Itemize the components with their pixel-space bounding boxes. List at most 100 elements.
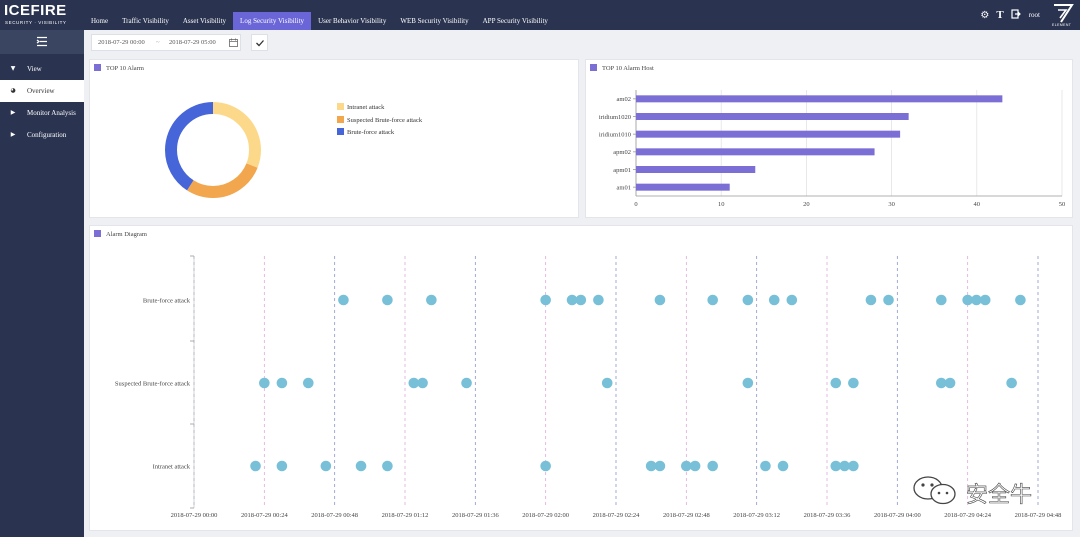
header-actions: ⚙ T root ELEMENT (973, 2, 1076, 28)
tab-traffic-visibility[interactable]: Traffic Visibility (122, 17, 169, 25)
user-name[interactable]: root (1028, 11, 1040, 19)
legend-item[interactable]: Suspected Brute-force attack (337, 115, 422, 129)
scatter-chart: 2018-07-29 00:00 2018-07-29 00:24 2018-07-… (115, 255, 1062, 519)
y-tick-label: am02 (617, 96, 631, 103)
x-tick-label: 2018-07-29 02:24 (593, 512, 641, 519)
alarm-point[interactable] (760, 460, 771, 472)
alarm-point[interactable] (830, 460, 842, 472)
alarm-point[interactable] (883, 294, 894, 306)
alarm-point[interactable] (426, 294, 437, 306)
alarm-point[interactable] (681, 460, 692, 472)
apply-button[interactable] (251, 34, 268, 51)
logout-icon[interactable] (1011, 8, 1021, 22)
x-tick-label: 2018-07-29 00:00 (171, 512, 218, 519)
sidebar-item-overview[interactable]: ◕ Overview (0, 80, 84, 102)
alarm-point[interactable] (935, 294, 947, 306)
alarm-point[interactable] (382, 460, 393, 472)
alarm-point[interactable] (540, 294, 551, 306)
alarm-point[interactable] (461, 377, 472, 389)
alarm-point[interactable] (742, 294, 754, 306)
alarm-point[interactable] (865, 294, 877, 306)
tab-app-security-visibility[interactable]: APP Security Visibility (482, 17, 548, 25)
donut-slice-suspected-brute-force-attack[interactable] (165, 102, 261, 198)
watermark-text: 安全牛 (966, 483, 1033, 509)
x-tick-label: 50 (1059, 201, 1066, 208)
alarm-point[interactable] (742, 377, 754, 389)
alarm-point[interactable] (839, 460, 850, 472)
bar[interactable] (636, 95, 1003, 103)
bar[interactable] (636, 166, 756, 173)
alarm-point[interactable] (935, 377, 947, 389)
alarm-point[interactable] (250, 460, 261, 472)
wechat-icon (913, 476, 956, 505)
alarm-point[interactable] (355, 460, 367, 472)
alarm-point[interactable] (707, 460, 719, 472)
sidebar-item-label: Monitor Analysis (27, 109, 76, 117)
alarm-point[interactable] (962, 294, 973, 306)
text-icon[interactable]: T (996, 9, 1004, 21)
sidebar-item-monitor-analysis[interactable]: ▶ Monitor Analysis (0, 102, 84, 124)
alarm-point[interactable] (540, 460, 551, 472)
tab-home[interactable]: Home (91, 17, 109, 25)
x-tick-label: 2018-07-29 02:48 (663, 512, 710, 519)
alarm-point[interactable] (566, 294, 578, 306)
start-date[interactable]: 2018-07-29 00:00 (98, 39, 145, 46)
app-logo[interactable]: ICEFIRE SECURITY · VISIBILITY (4, 3, 82, 27)
alarm-point[interactable] (1006, 377, 1017, 389)
alarm-diagram-panel: Alarm Diagram 2018-07-29 00:00 2018-07-29… (89, 225, 1073, 531)
alarm-point[interactable] (302, 377, 314, 389)
sidebar-item-view[interactable]: ▼ View (0, 58, 84, 80)
alarm-point[interactable] (338, 294, 349, 306)
sidebar-item-label: Configuration (27, 131, 67, 139)
alarm-point[interactable] (848, 377, 859, 389)
alarm-point[interactable] (777, 460, 789, 472)
alarm-point[interactable] (689, 460, 701, 472)
bar[interactable] (636, 113, 909, 120)
alarm-point[interactable] (601, 377, 613, 389)
alarm-point[interactable] (830, 377, 842, 389)
tab-web-security-visibility[interactable]: WEB Security Visibility (400, 17, 469, 25)
alarm-point[interactable] (707, 294, 719, 306)
tab-asset-visibility[interactable]: Asset Visibility (182, 17, 227, 25)
alarm-point[interactable] (1015, 294, 1026, 306)
legend-item[interactable]: Intranet attack (337, 103, 422, 116)
alarm-point[interactable] (276, 460, 288, 472)
top10-host-panel: TOP 10 Alarm Host 0 10 20 30 40 50 am02 iridium… (585, 59, 1073, 218)
alarm-point[interactable] (593, 294, 604, 306)
alarm-point[interactable] (417, 377, 428, 389)
alarm-point[interactable] (848, 460, 859, 472)
alarm-point[interactable] (320, 460, 332, 472)
panel-title: TOP 10 Alarm (94, 64, 144, 72)
x-tick-label: 2018-07-29 04:48 (1015, 512, 1062, 519)
legend-item[interactable]: Brute-force attack (337, 128, 422, 141)
tab-log-security-visibility[interactable]: Log Security Visibility (233, 12, 312, 30)
top-bar: ICEFIRE SECURITY · VISIBILITY Home Traffi… (0, 0, 1080, 30)
tab-user-behavior-visibility[interactable]: User Behavior Visibility (318, 17, 387, 25)
alarm-point[interactable] (575, 294, 587, 306)
alarm-point[interactable] (259, 377, 270, 389)
alarm-point[interactable] (768, 294, 780, 306)
alarm-point[interactable] (276, 377, 288, 389)
alarm-point[interactable] (654, 294, 666, 306)
x-tick-label: 2018-07-29 01:36 (452, 512, 500, 519)
gear-icon[interactable]: ⚙ (980, 9, 990, 21)
donut-slice-brute-force-attack[interactable] (165, 102, 261, 198)
alarm-point[interactable] (408, 377, 420, 389)
sidebar-item-configuration[interactable]: ▶ Configuration (0, 124, 84, 146)
bar[interactable] (636, 183, 730, 191)
sidebar-toggle[interactable] (0, 30, 84, 54)
alarm-point[interactable] (971, 294, 982, 306)
alarm-point[interactable] (979, 294, 991, 306)
calendar-icon[interactable] (229, 38, 238, 47)
alarm-point[interactable] (786, 294, 798, 306)
panel-title: Alarm Diagram (94, 230, 147, 238)
watermark: 安全牛 (910, 475, 1060, 508)
bar[interactable] (636, 130, 901, 138)
alarm-point[interactable] (645, 460, 657, 472)
alarm-point[interactable] (944, 377, 956, 389)
end-date[interactable]: 2018-07-29 05:00 (169, 39, 216, 46)
date-range-picker[interactable]: 2018-07-29 00:00 ~ 2018-07-29 05:00 (91, 34, 241, 51)
bar[interactable] (636, 148, 875, 156)
alarm-point[interactable] (382, 294, 393, 306)
alarm-point[interactable] (654, 460, 666, 472)
